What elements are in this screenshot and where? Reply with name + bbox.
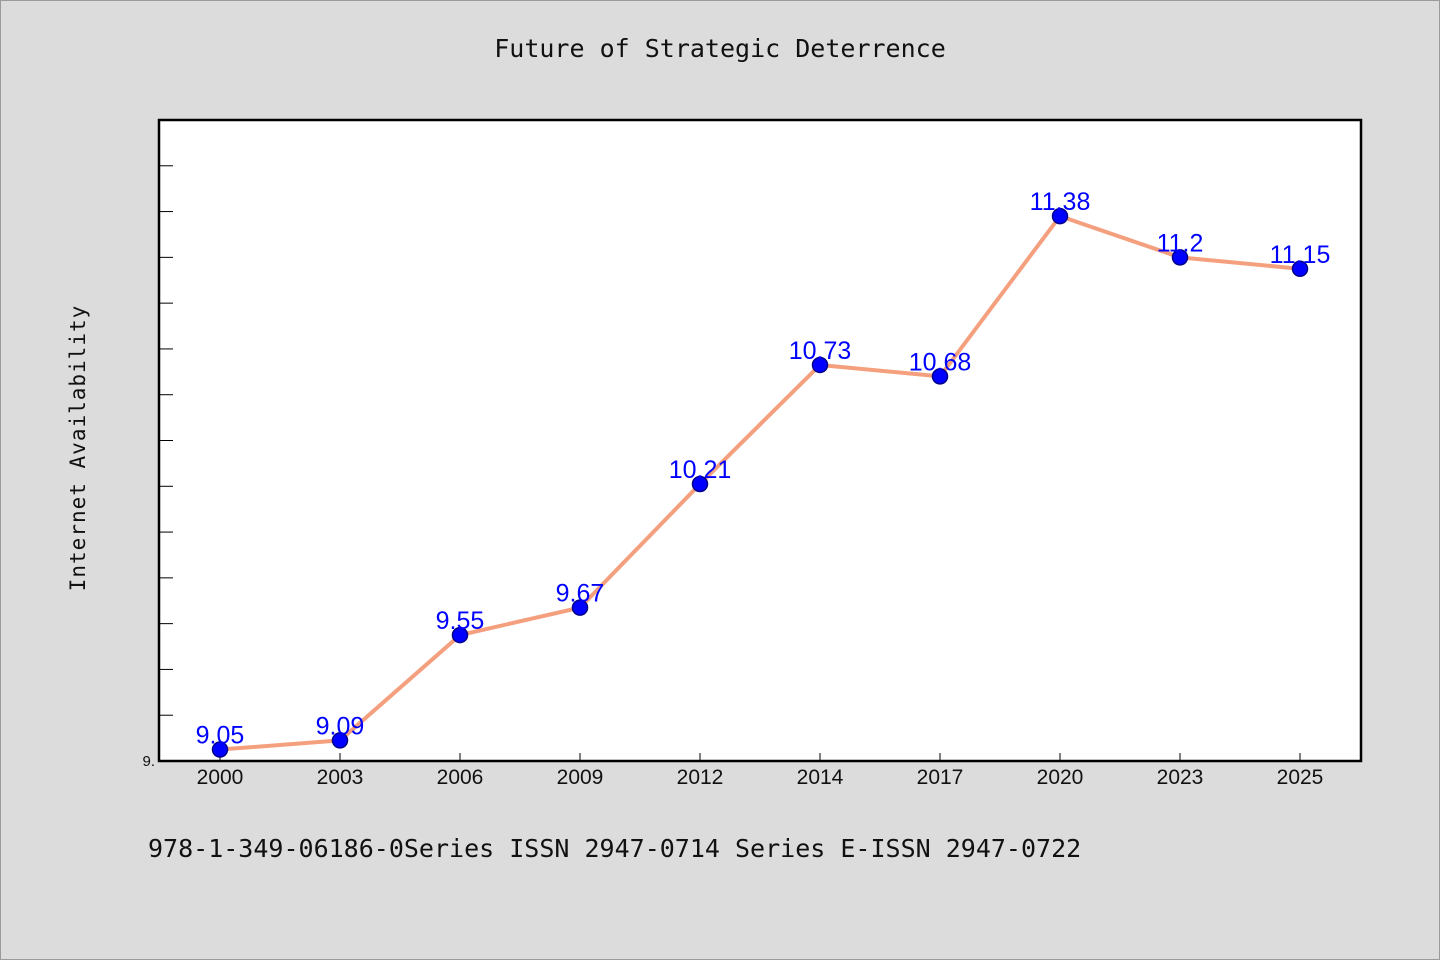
x-tick-label: 2023	[1157, 766, 1204, 789]
data-value-label: 9.09	[316, 712, 365, 740]
series-line-group	[218, 214, 1302, 752]
data-value-label: 9.05	[196, 722, 245, 750]
data-point-marker	[451, 626, 469, 644]
data-value-label: 11.2	[1157, 229, 1204, 257]
data-point-marker	[211, 741, 229, 758]
data-point-marker	[1051, 207, 1069, 225]
data-value-label: 10.21	[669, 456, 732, 484]
y-axis-ticks: 9.	[142, 165, 173, 770]
data-point-marker	[691, 475, 709, 493]
chart-title: Future of Strategic Deterrence	[494, 34, 946, 63]
x-tick-label: 2003	[317, 766, 364, 789]
x-tick-label: 2006	[437, 766, 484, 789]
data-value-label: 11.38	[1030, 188, 1091, 216]
data-points	[211, 207, 1309, 758]
x-axis-tick-labels: 2000 2003 2006 2009 2012 2014 2017 2020 2023 2025	[197, 753, 1324, 789]
x-tick-label: 2012	[677, 766, 724, 789]
x-tick-label: 2017	[917, 766, 964, 789]
data-value-label: 9.55	[436, 607, 485, 635]
data-point-marker	[931, 368, 949, 385]
data-point-marker	[571, 599, 589, 616]
data-point-marker	[811, 356, 829, 374]
x-tick-label: 2000	[197, 766, 244, 789]
x-tick-label: 2020	[1037, 766, 1084, 789]
plot-area	[157, 118, 1363, 763]
data-value-label: 10.73	[789, 337, 852, 365]
data-labels: 9.05 9.09 9.55 9.67 10.21 10.73 10.68 11.38 11.2…	[196, 188, 1331, 749]
data-value-label: 10.68	[909, 348, 972, 376]
x-tick-label: 2014	[797, 766, 844, 789]
data-point-marker	[1171, 249, 1189, 266]
data-value-label: 11.15	[1270, 241, 1331, 269]
footer-isbn-text: 978-1-349-06186-0Series ISSN 2947-0714 S…	[148, 834, 1082, 863]
x-tick-label: 2025	[1277, 766, 1324, 789]
data-value-label: 9.67	[556, 580, 605, 608]
data-point-marker	[331, 732, 349, 749]
y-tick-label: 9.	[142, 753, 155, 770]
series-line	[218, 214, 1302, 752]
x-tick-label: 2009	[557, 766, 604, 789]
data-point-marker	[1291, 260, 1309, 278]
